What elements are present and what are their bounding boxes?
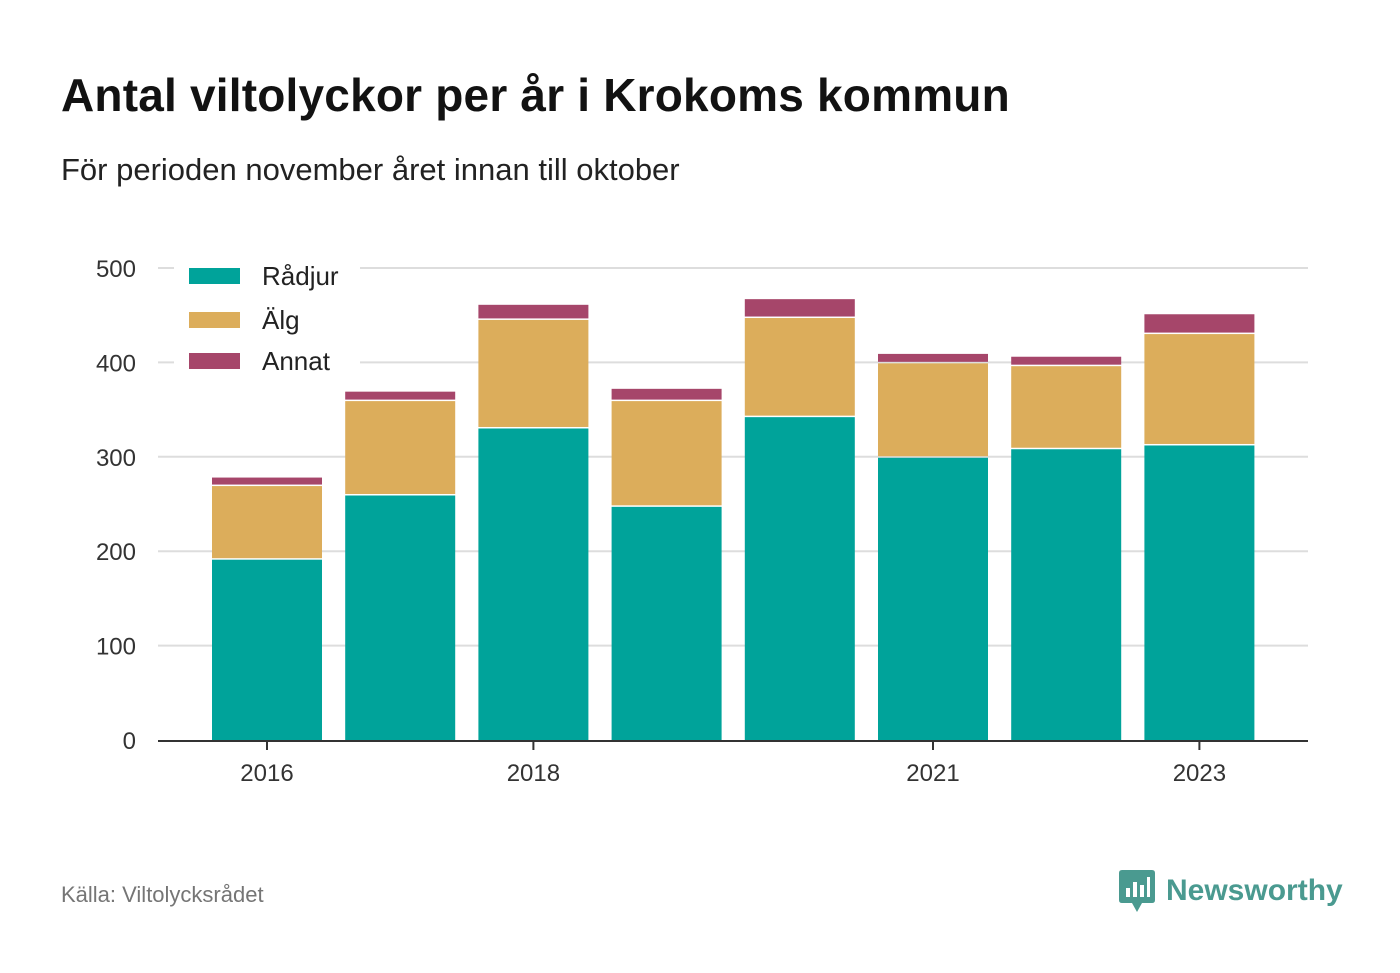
legend-swatch-rådjur <box>189 268 240 284</box>
bar-segment-annat-2022 <box>1011 356 1122 365</box>
bar-segment-rådjur-2017 <box>345 495 456 740</box>
bar-segment-annat-2016 <box>212 477 322 485</box>
bar-segment-rådjur-2021 <box>878 457 988 740</box>
x-tick-label: 2021 <box>906 760 959 787</box>
legend-swatch-annat <box>189 353 240 369</box>
bar-segment-rådjur-2019 <box>611 506 722 740</box>
y-tick-label: 500 <box>96 256 136 283</box>
bar-segment-älg-2020 <box>744 318 855 416</box>
legend-label-annat: Annat <box>262 346 331 376</box>
bar-segment-annat-2017 <box>345 391 456 400</box>
bar-segment-annat-2021 <box>878 353 988 362</box>
bar-segment-älg-2016 <box>212 486 322 559</box>
bar-segment-älg-2017 <box>345 401 456 495</box>
bar-segment-rådjur-2023 <box>1144 445 1255 740</box>
x-tick-label: 2016 <box>240 760 293 787</box>
bar-stack-2019 <box>611 388 722 740</box>
bars <box>212 299 1255 740</box>
y-tick-label: 200 <box>96 539 136 566</box>
bar-segment-rådjur-2020 <box>744 417 855 740</box>
bar-segment-annat-2019 <box>611 388 722 400</box>
chart-title: Antal viltolyckor per år i Krokoms kommu… <box>61 69 1010 121</box>
bar-segment-annat-2023 <box>1144 314 1255 333</box>
bar-stack-2018 <box>478 304 589 740</box>
x-tick-label: 2023 <box>1173 760 1226 787</box>
legend-label-älg: Älg <box>262 305 300 335</box>
bar-segment-rådjur-2022 <box>1011 449 1122 740</box>
legend-label-rådjur: Rådjur <box>262 261 339 291</box>
bar-segment-älg-2023 <box>1144 334 1255 444</box>
speech-bubble-bar-chart-icon <box>1119 870 1155 912</box>
source-note: Källa: Viltolycksrådet <box>61 882 264 907</box>
y-tick-label: 300 <box>96 445 136 472</box>
bar-segment-älg-2022 <box>1011 366 1122 448</box>
bar-stack-2016 <box>212 477 322 740</box>
y-tick-label: 400 <box>96 350 136 377</box>
axes: 0 100 200 300 400 500 2016 2018 2021 2023 <box>96 256 1308 787</box>
legend-swatch-älg <box>189 312 240 328</box>
bar-stack-2021 <box>878 353 988 740</box>
bar-segment-älg-2018 <box>478 319 589 427</box>
y-tick-label: 0 <box>123 728 136 755</box>
x-tick-label: 2018 <box>507 760 560 787</box>
bar-stack-2023 <box>1144 314 1255 740</box>
bar-segment-rådjur-2018 <box>478 428 589 740</box>
bar-segment-annat-2020 <box>744 299 855 317</box>
newsworthy-logo: Newsworthy <box>1118 868 1343 914</box>
bar-stack-2017 <box>345 391 456 740</box>
bar-stack-2022 <box>1011 356 1122 740</box>
bar-segment-älg-2019 <box>611 401 722 506</box>
chart-subtitle: För perioden november året innan till ok… <box>61 152 680 187</box>
legend: Rådjur Älg Annat <box>174 254 360 384</box>
bar-segment-annat-2018 <box>478 304 589 319</box>
bar-segment-älg-2021 <box>878 363 988 457</box>
bar-segment-rådjur-2016 <box>212 559 322 740</box>
y-tick-label: 100 <box>96 634 136 661</box>
bar-stack-2020 <box>744 299 855 740</box>
brand-name: Newsworthy <box>1166 874 1343 907</box>
